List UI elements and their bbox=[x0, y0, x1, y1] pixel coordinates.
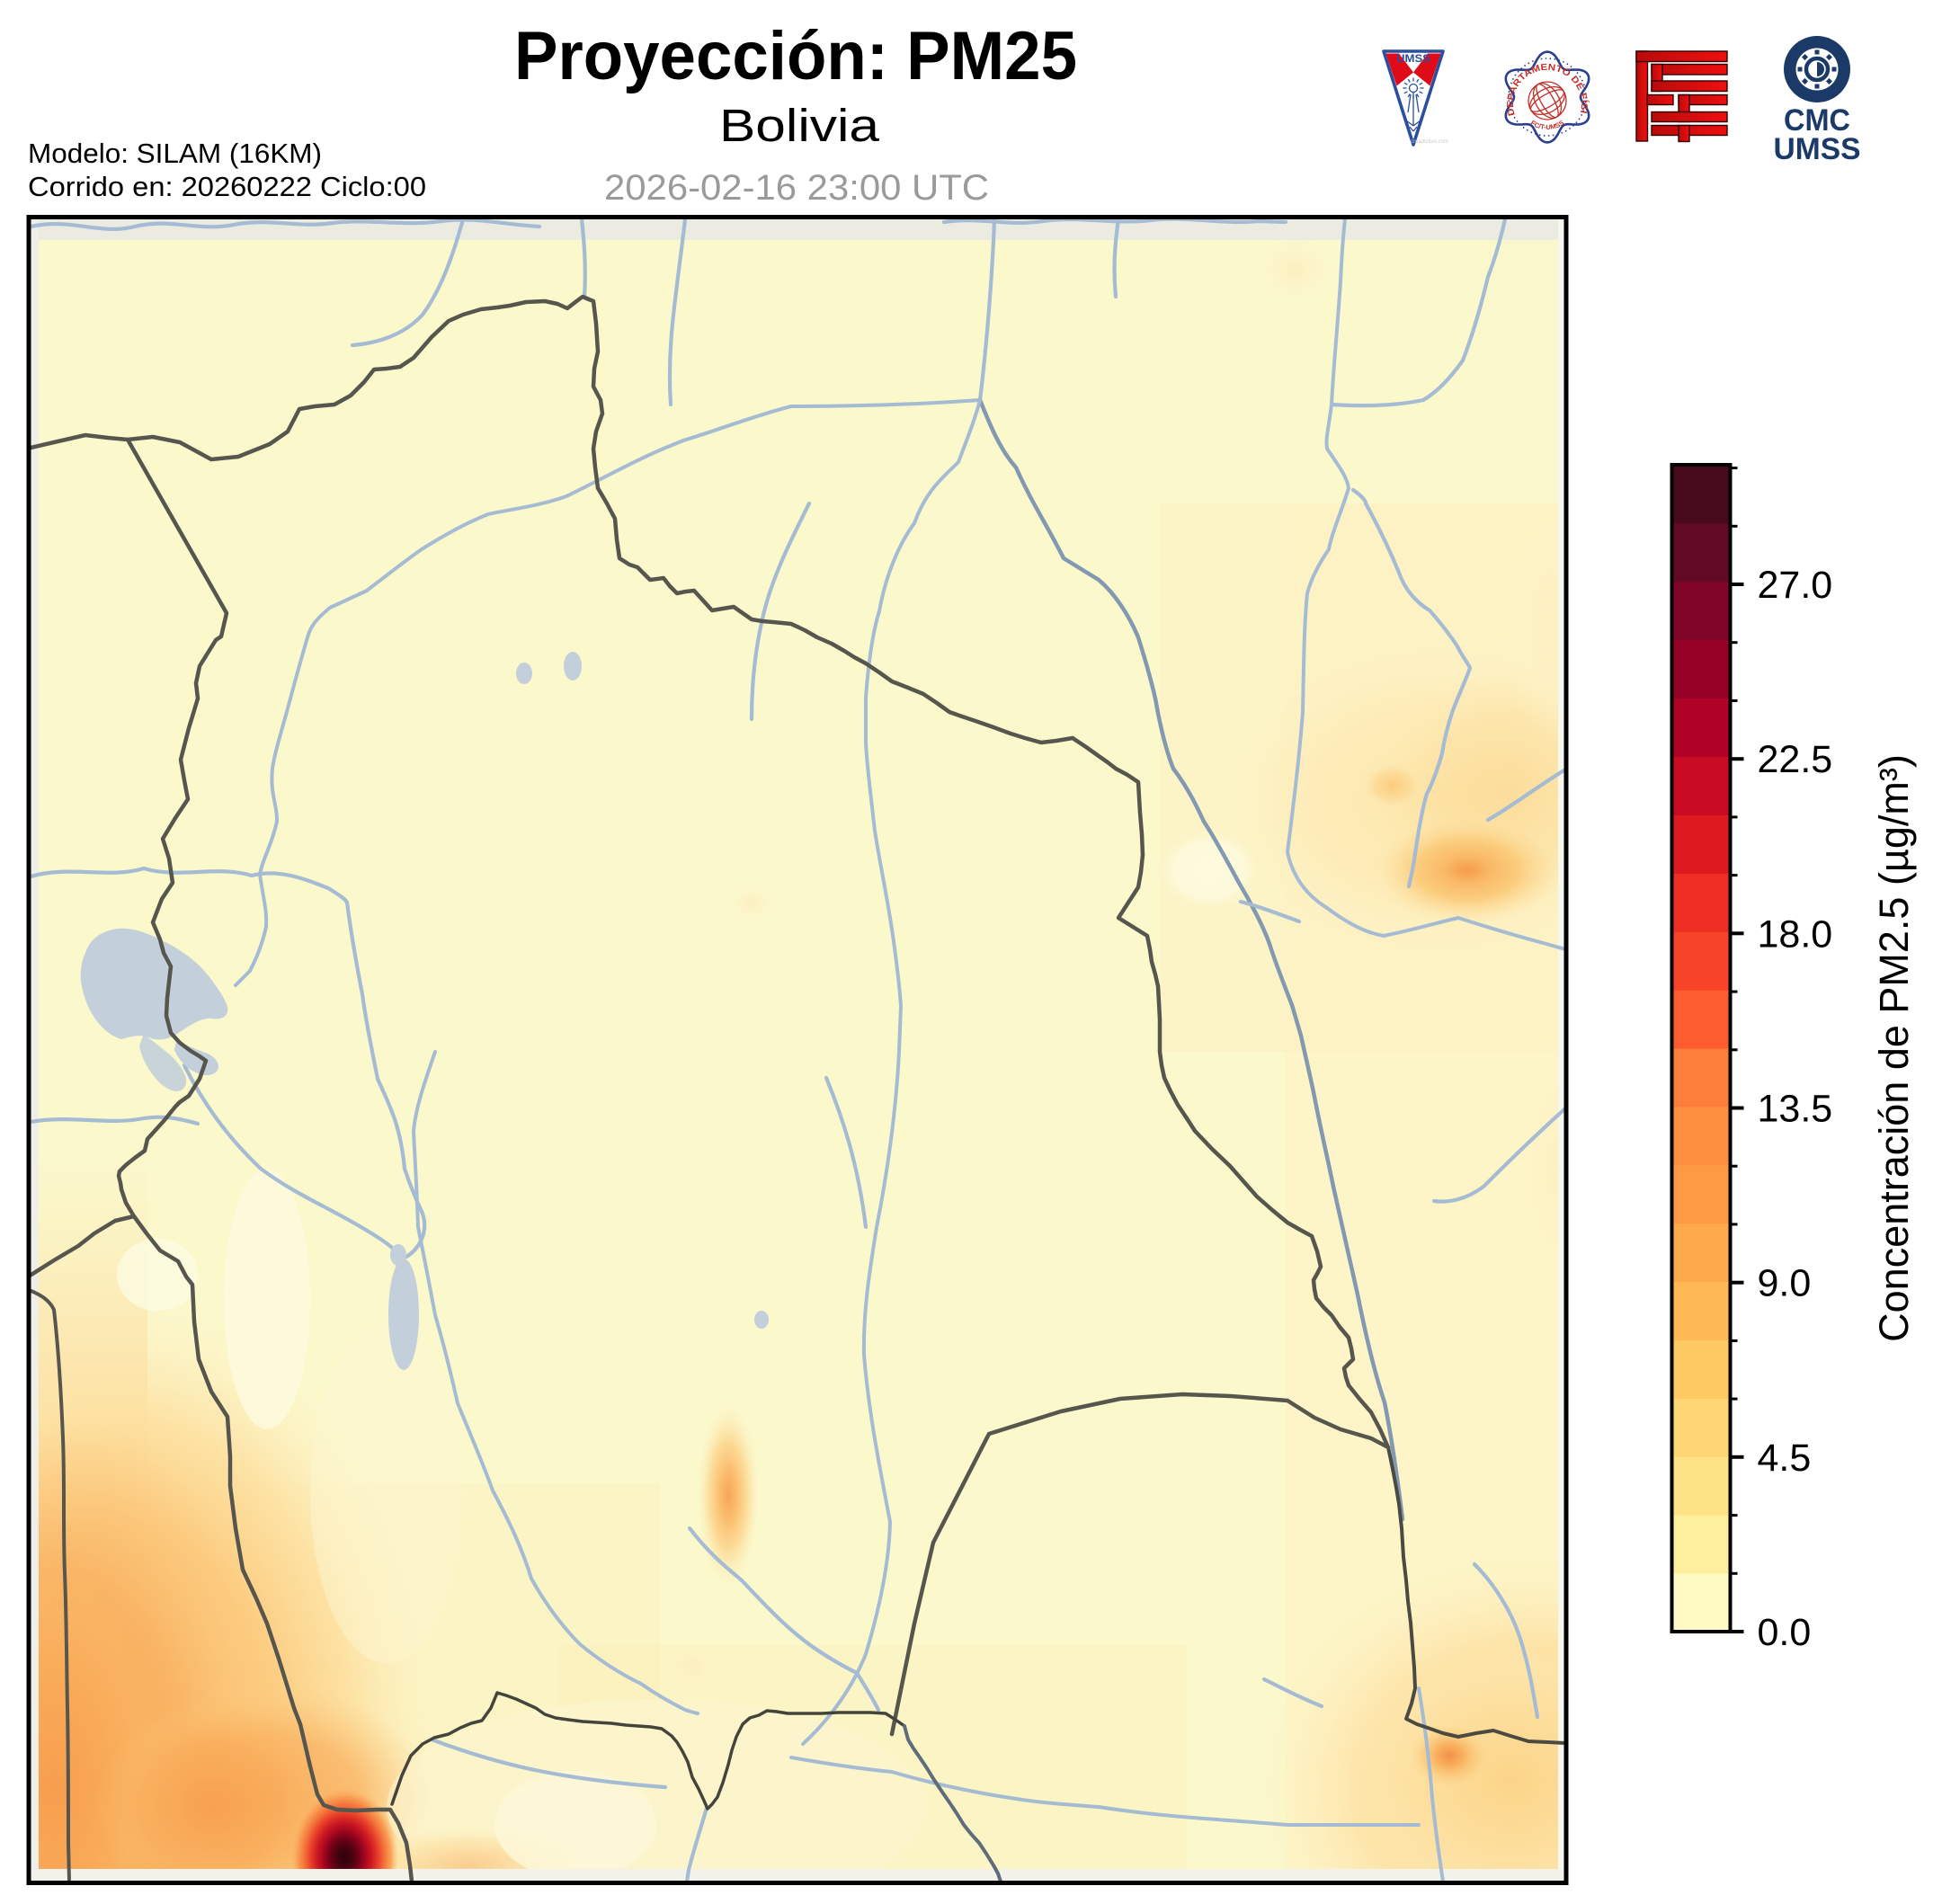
svg-text:UMSS: UMSS bbox=[1396, 54, 1430, 65]
svg-text:13.5: 13.5 bbox=[1758, 1088, 1833, 1131]
svg-text:2026-02-16 23:00 UTC: 2026-02-16 23:00 UTC bbox=[604, 168, 989, 208]
svg-text:Concentración de PM2.5 (µg/m³): Concentración de PM2.5 (µg/m³) bbox=[1871, 754, 1917, 1342]
svg-text:22.5: 22.5 bbox=[1758, 738, 1833, 781]
svg-text:UMSS: UMSS bbox=[1774, 132, 1861, 166]
svg-text:4.5: 4.5 bbox=[1758, 1437, 1812, 1480]
svg-text:Proyección: PM25: Proyección: PM25 bbox=[514, 18, 1077, 94]
svg-text:0.0: 0.0 bbox=[1758, 1611, 1812, 1654]
svg-text:Bolivia: Bolivia bbox=[719, 100, 880, 151]
svg-text:FC/T-UMSS: FC/T-UMSS bbox=[1529, 119, 1565, 131]
svg-text:CMC: CMC bbox=[1784, 103, 1850, 138]
svg-text:9.0: 9.0 bbox=[1758, 1262, 1812, 1305]
svg-text:27.0: 27.0 bbox=[1758, 564, 1833, 607]
svg-text:Corrido en: 20260222 Ciclo:00: Corrido en: 20260222 Ciclo:00 bbox=[28, 171, 426, 202]
svg-text:Modelo: SILAM (16KM): Modelo: SILAM (16KM) bbox=[28, 138, 322, 169]
svg-text:creadictivo.com: creadictivo.com bbox=[1411, 139, 1448, 145]
svg-text:18.0: 18.0 bbox=[1758, 912, 1833, 956]
